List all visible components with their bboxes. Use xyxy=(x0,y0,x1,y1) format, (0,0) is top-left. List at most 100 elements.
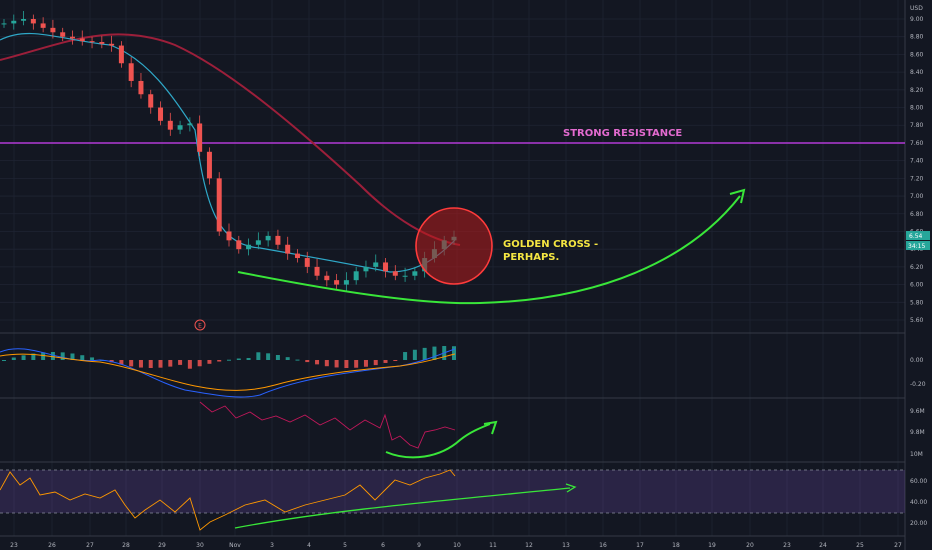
price-tick: 7.60 xyxy=(910,140,924,147)
cup-projection-curve[interactable] xyxy=(237,195,741,305)
golden-cross-label-line2: PERHAPS. xyxy=(503,252,559,263)
candle-body xyxy=(285,244,291,254)
candle-body xyxy=(50,27,56,33)
time-tick: 9 xyxy=(417,542,421,549)
macd-tick: -0.20 xyxy=(910,381,926,388)
rsi-tick: 20.00 xyxy=(910,520,927,527)
rsi-tick: 60.00 xyxy=(910,478,927,485)
macd-bar xyxy=(158,360,163,368)
sma-fast-line xyxy=(0,33,456,273)
macd-bar xyxy=(41,352,46,360)
candle-body xyxy=(314,266,320,276)
resistance-label: STRONG RESISTANCE xyxy=(563,128,682,139)
candles xyxy=(1,11,457,291)
macd-bar xyxy=(168,360,173,367)
price-tick: 8.80 xyxy=(910,34,924,41)
price-tick: 5.80 xyxy=(910,299,924,306)
macd-bar xyxy=(354,360,359,368)
cup-projection-arrowhead xyxy=(729,188,746,204)
time-tick: 4 xyxy=(307,542,311,549)
macd-bar xyxy=(393,360,398,361)
candle-body xyxy=(197,123,203,152)
macd-bar xyxy=(227,359,231,361)
price-tick: 8.40 xyxy=(910,69,924,76)
candle-body xyxy=(304,258,310,267)
candle-body xyxy=(109,43,115,46)
macd-bar xyxy=(11,357,16,360)
candle-body xyxy=(69,36,75,39)
candle-body xyxy=(334,280,340,285)
time-tick: 6 xyxy=(381,542,385,549)
macd-bar xyxy=(295,359,300,361)
price-tick: 5.60 xyxy=(910,317,924,324)
candle-body xyxy=(158,107,164,121)
time-tick: 29 xyxy=(158,542,166,549)
macd-bar xyxy=(422,347,427,360)
price-tick: 9.00 xyxy=(910,16,924,23)
price-tick: 7.80 xyxy=(910,122,924,129)
time-tick: 3 xyxy=(270,542,274,549)
candle-body xyxy=(343,280,349,285)
candle-body xyxy=(216,178,222,232)
indicator-arrow-curve[interactable] xyxy=(385,423,491,459)
volume-tick: 9.6M xyxy=(910,408,925,415)
macd-bar xyxy=(217,360,222,362)
indicator-axes: 0.00 -0.20 9.6M 9.8M 10M 60.00 40.00 20.00 xyxy=(910,357,927,527)
event-marker-label: E xyxy=(198,323,202,330)
candle-body xyxy=(60,32,66,37)
price-tick: 6.00 xyxy=(910,282,924,289)
sma-slow-line xyxy=(0,33,461,246)
candle-body xyxy=(30,19,36,24)
time-tick: 10 xyxy=(453,542,461,549)
time-tick: 24 xyxy=(819,542,827,549)
candle-body xyxy=(40,23,46,28)
currency-label: USD xyxy=(910,5,923,12)
candle-body xyxy=(177,125,183,130)
price-tick: 8.00 xyxy=(910,105,924,112)
indicator-arrowhead xyxy=(483,420,498,435)
golden-cross-circle[interactable] xyxy=(415,207,493,285)
macd-bar xyxy=(275,355,280,360)
time-tick: 28 xyxy=(122,542,130,549)
macd-bar xyxy=(236,358,241,360)
time-tick: 16 xyxy=(599,542,607,549)
price-tick: 7.40 xyxy=(910,158,924,165)
macd-signal-line xyxy=(0,353,456,391)
macd-bar xyxy=(344,360,349,368)
macd-bar xyxy=(187,360,192,369)
rsi-band xyxy=(0,470,905,513)
time-tick: 20 xyxy=(746,542,754,549)
event-marker[interactable] xyxy=(194,319,206,331)
price-tick: 8.60 xyxy=(910,51,924,58)
time-axis: 23 26 27 28 29 30 Nov 3 4 5 6 9 10 11 12 13 16 17 18 19 20 23… xyxy=(10,542,902,549)
candle-body xyxy=(373,262,379,267)
candle-body xyxy=(412,271,418,276)
macd-bar xyxy=(363,360,368,367)
macd-bar xyxy=(452,346,456,360)
macd-bar xyxy=(383,360,388,363)
candle-body xyxy=(383,262,389,272)
time-tick: 11 xyxy=(489,542,497,549)
candle-body xyxy=(148,94,154,108)
macd-bar xyxy=(334,360,339,368)
rsi-trendline[interactable] xyxy=(234,487,571,529)
time-tick: 27 xyxy=(86,542,94,549)
macd-bar xyxy=(432,346,437,360)
candle-body xyxy=(11,20,17,24)
price-tick: 7.20 xyxy=(910,175,924,182)
time-tick: 27 xyxy=(894,542,902,549)
candle-body xyxy=(167,120,173,130)
macd-bar xyxy=(119,360,124,365)
macd-bar xyxy=(138,360,143,368)
candle-body xyxy=(236,240,242,250)
time-tick: 30 xyxy=(196,542,204,549)
macd-bar xyxy=(256,352,261,360)
candle-body xyxy=(402,275,408,277)
time-tick: 23 xyxy=(10,542,18,549)
time-tick: 17 xyxy=(636,542,644,549)
candle-body xyxy=(206,151,212,179)
macd-bar xyxy=(21,355,26,360)
time-tick: 25 xyxy=(856,542,864,549)
time-tick: 26 xyxy=(48,542,56,549)
